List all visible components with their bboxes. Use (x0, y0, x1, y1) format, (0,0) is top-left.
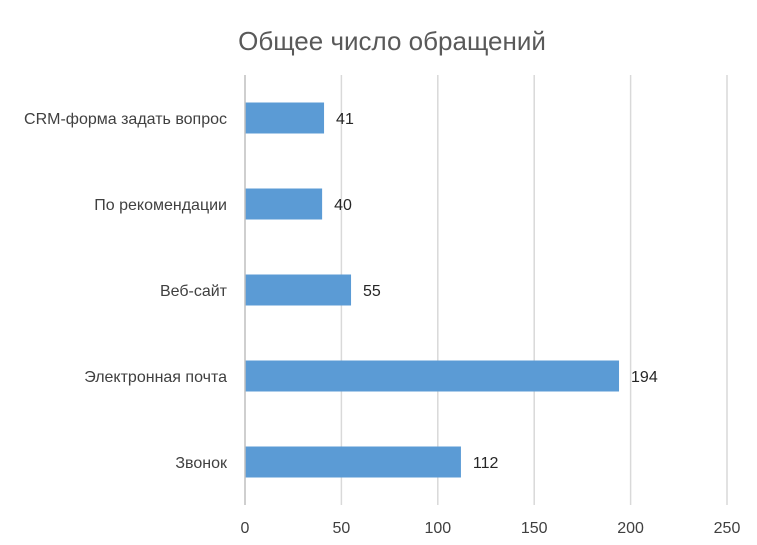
category-label: CRM-форма задать вопрос (24, 111, 227, 128)
data-label: 40 (334, 197, 352, 214)
data-label: 55 (363, 283, 381, 300)
gridlines (340, 75, 728, 505)
category-label: Звонок (175, 455, 228, 472)
data-label: 194 (631, 369, 658, 386)
x-tick-label: 200 (617, 520, 644, 537)
category-label: По рекомендации (94, 197, 227, 214)
x-tick-label: 100 (424, 520, 451, 537)
chart-title: Общее число обращений (238, 26, 546, 56)
data-label: 41 (336, 111, 354, 128)
labels: 0 50 100 150 200 250 CRM-форма задать вопрос 41… (24, 111, 740, 537)
x-tick-label: 0 (241, 520, 250, 537)
bar (245, 274, 352, 306)
bar (245, 188, 323, 220)
bar (245, 360, 620, 392)
x-tick-label: 150 (521, 520, 548, 537)
bar (245, 102, 325, 134)
bars (245, 102, 620, 478)
category-label: Электронная почта (84, 369, 227, 386)
bar (245, 446, 461, 478)
category-label: Веб-сайт (160, 283, 228, 300)
data-label: 112 (473, 455, 499, 472)
x-tick-label: 250 (714, 520, 741, 537)
x-tick-label: 50 (333, 520, 351, 537)
